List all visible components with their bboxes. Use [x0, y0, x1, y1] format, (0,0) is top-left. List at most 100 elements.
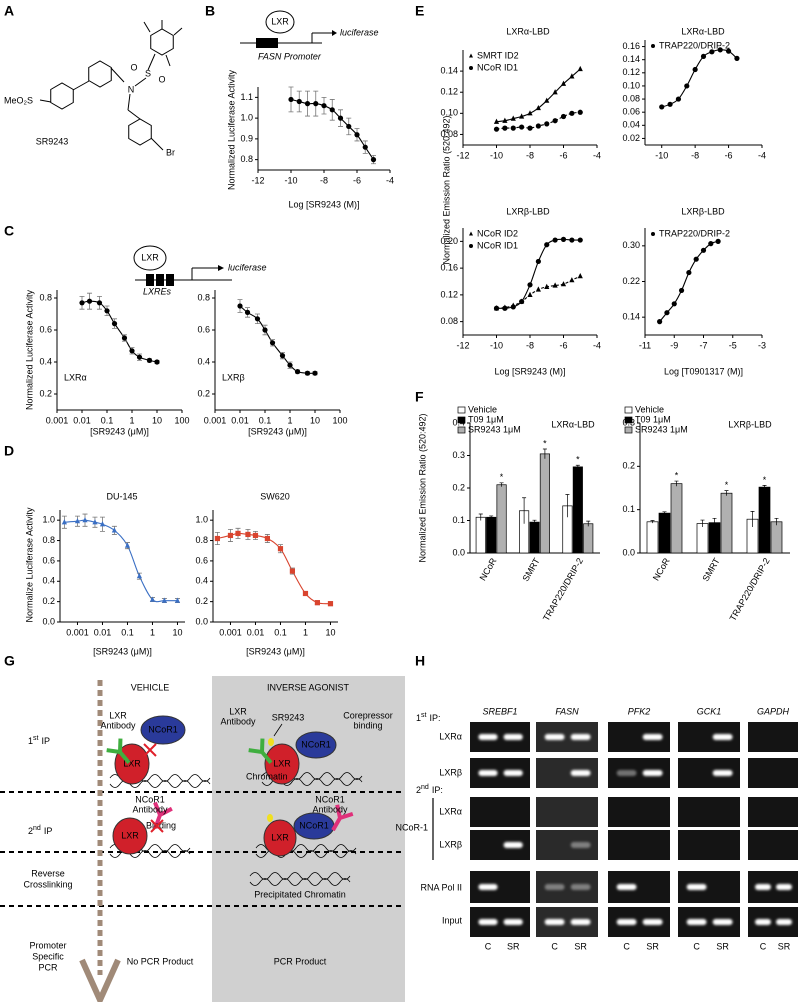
marker	[544, 97, 550, 103]
y-tick-label: 0.12	[440, 87, 458, 97]
y-tick-label: 0.08	[622, 93, 640, 103]
x-tick-label: 0.001	[204, 415, 227, 425]
marker	[577, 237, 583, 243]
gel-background	[608, 797, 670, 827]
gene-label: luciferase	[340, 27, 379, 37]
x-axis-label: Log [SR9243 (M)]	[288, 199, 359, 209]
chart-title: LXRα-LBD	[551, 419, 595, 429]
chart-title: SW620	[260, 491, 290, 501]
significance: *	[763, 475, 767, 485]
step-label-sup: st	[33, 735, 39, 742]
ip-label-rest: IP:	[429, 713, 440, 723]
marker	[493, 118, 500, 124]
bar	[583, 523, 594, 554]
bar	[646, 521, 659, 554]
column-title: VEHICLE	[131, 682, 170, 692]
fit-line	[239, 305, 316, 374]
x-tick-label: 0.1	[259, 415, 272, 425]
x-tick-label: 0.001	[66, 627, 89, 637]
bar	[475, 516, 486, 554]
marker	[700, 53, 707, 60]
marker	[129, 348, 135, 354]
marker	[235, 530, 241, 537]
bar	[770, 521, 783, 554]
bar	[572, 466, 583, 554]
y-tick-label: 1.1	[240, 92, 253, 102]
y-tick-label: 0.08	[440, 316, 458, 326]
gel-band	[570, 884, 591, 890]
marker	[717, 47, 723, 53]
marker	[502, 117, 508, 123]
error-bar	[565, 494, 570, 518]
x-tick-label: TRAP220/DRIP-2	[541, 556, 585, 623]
gel-band	[616, 770, 637, 776]
compound-atom: N	[128, 84, 135, 94]
label: Precipitated Chromatin	[254, 889, 346, 899]
fit-line	[496, 68, 581, 123]
error-bar	[662, 511, 667, 515]
gel-band	[544, 734, 565, 740]
row-label: RNA Pol II	[420, 882, 462, 892]
gel-band	[686, 919, 707, 925]
marker	[493, 305, 500, 311]
bar	[670, 483, 683, 554]
x-axis-label: [SR9243 (μM)]	[248, 426, 307, 436]
protein-label: LXR	[121, 830, 139, 840]
step-label: Reverse	[31, 868, 65, 878]
marker	[519, 124, 525, 130]
marker	[527, 282, 533, 288]
marker	[510, 115, 516, 121]
protein-label: LXR	[271, 832, 289, 842]
chart-title: DU-145	[106, 491, 137, 501]
y-tick-label: 0.2	[622, 461, 635, 471]
fit-line	[659, 240, 719, 322]
error-bar	[542, 448, 547, 459]
marker	[678, 287, 685, 294]
antibody	[331, 804, 354, 832]
gel-band	[503, 770, 523, 776]
y-tick-label: 0.8	[39, 292, 52, 302]
gel-band	[642, 770, 663, 776]
marker	[154, 359, 160, 365]
marker	[569, 110, 575, 116]
x-tick-label: SMRT	[700, 556, 722, 583]
marker	[577, 273, 583, 279]
marker	[329, 107, 335, 113]
marker	[289, 568, 296, 574]
arrow	[218, 265, 224, 271]
marker	[304, 370, 311, 376]
gel-band	[544, 884, 565, 890]
marker	[544, 242, 550, 248]
gel-band	[478, 884, 498, 890]
gene-label: GCK1	[697, 706, 722, 716]
marker	[552, 282, 558, 288]
bar	[529, 521, 540, 554]
error-bar	[499, 482, 504, 487]
marker	[296, 98, 302, 105]
gel-band	[712, 734, 733, 740]
significance: *	[725, 480, 729, 490]
x-tick-label: SMRT	[520, 556, 542, 583]
response-element	[156, 274, 164, 286]
legend-marker	[469, 66, 473, 70]
receptor-label: LXR	[271, 16, 289, 26]
lane-label: SR	[716, 941, 729, 951]
row-label: LXRα	[439, 731, 462, 741]
fit-line	[81, 300, 158, 363]
x-axis-label: [SR9243 (μM)]	[93, 646, 152, 656]
promoter-label: FASN Promoter	[258, 51, 322, 61]
result: PCR Product	[274, 956, 327, 966]
label: LXR	[109, 710, 127, 720]
marker	[502, 125, 508, 131]
gel-band	[776, 919, 792, 925]
marker	[700, 247, 707, 253]
x-tick-label: 10	[172, 627, 182, 637]
receptor	[133, 245, 167, 271]
legend-label: NCoR ID1	[477, 240, 518, 250]
x-tick-label: -10	[655, 150, 668, 160]
marker	[569, 277, 575, 283]
arrow-head	[79, 958, 121, 1002]
marker	[692, 66, 698, 73]
x-tick-label: 0.1	[101, 415, 114, 425]
marker	[560, 80, 567, 86]
